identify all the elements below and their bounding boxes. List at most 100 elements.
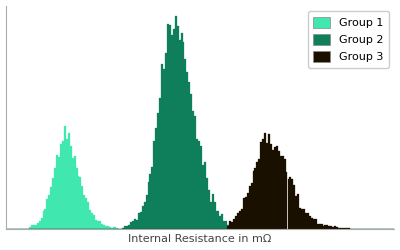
Bar bbox=[144, 202, 146, 229]
Bar bbox=[81, 186, 83, 229]
Bar bbox=[48, 195, 50, 229]
Bar bbox=[175, 16, 177, 229]
Bar bbox=[148, 182, 150, 229]
Bar bbox=[29, 227, 31, 229]
Bar bbox=[200, 146, 202, 229]
Bar bbox=[167, 24, 169, 229]
Bar bbox=[284, 159, 286, 229]
Bar bbox=[83, 195, 85, 229]
Bar bbox=[274, 147, 276, 229]
Bar bbox=[136, 220, 138, 229]
Bar bbox=[31, 225, 33, 229]
Bar bbox=[46, 199, 48, 229]
Bar bbox=[99, 221, 101, 229]
Bar bbox=[249, 186, 250, 229]
Bar bbox=[35, 224, 37, 229]
Bar bbox=[223, 221, 225, 229]
Bar bbox=[252, 171, 254, 229]
Bar bbox=[116, 228, 118, 229]
Bar bbox=[313, 220, 315, 229]
Bar bbox=[188, 82, 190, 229]
Bar bbox=[216, 212, 218, 229]
Bar bbox=[254, 168, 256, 229]
Bar bbox=[342, 228, 344, 229]
Bar bbox=[328, 226, 330, 229]
Bar bbox=[348, 228, 350, 229]
Bar bbox=[54, 168, 56, 229]
Bar bbox=[40, 218, 42, 229]
Bar bbox=[243, 227, 245, 229]
Bar bbox=[235, 225, 237, 229]
Bar bbox=[196, 139, 198, 229]
Bar bbox=[146, 195, 148, 229]
Bar bbox=[64, 126, 66, 229]
Bar bbox=[74, 156, 76, 229]
Bar bbox=[241, 209, 243, 229]
Bar bbox=[214, 202, 216, 229]
Bar bbox=[245, 196, 247, 229]
Bar bbox=[270, 144, 272, 229]
Bar bbox=[70, 146, 72, 229]
Bar bbox=[44, 209, 46, 229]
Bar bbox=[237, 227, 239, 229]
Bar bbox=[231, 222, 233, 229]
Bar bbox=[95, 220, 97, 229]
Bar bbox=[27, 228, 29, 229]
Bar bbox=[194, 116, 196, 229]
Bar bbox=[132, 221, 134, 229]
Bar bbox=[220, 216, 221, 229]
Bar bbox=[103, 225, 105, 229]
Bar bbox=[101, 224, 103, 229]
Bar bbox=[87, 202, 89, 229]
Bar bbox=[128, 225, 130, 229]
Bar bbox=[260, 142, 262, 229]
Bar bbox=[282, 156, 284, 229]
Bar bbox=[288, 178, 290, 229]
Bar bbox=[218, 211, 220, 229]
Bar bbox=[286, 172, 288, 229]
Bar bbox=[237, 213, 239, 229]
Bar bbox=[212, 194, 214, 229]
Bar bbox=[58, 157, 60, 229]
Bar bbox=[177, 26, 179, 229]
Bar bbox=[159, 98, 161, 229]
Bar bbox=[280, 156, 282, 229]
Bar bbox=[204, 162, 206, 229]
Bar bbox=[179, 40, 180, 229]
Bar bbox=[291, 178, 293, 229]
Bar bbox=[78, 176, 80, 229]
Bar bbox=[227, 225, 229, 229]
Bar bbox=[182, 42, 184, 229]
Bar bbox=[157, 113, 159, 229]
Bar bbox=[264, 133, 266, 229]
Bar bbox=[225, 221, 227, 229]
Bar bbox=[109, 227, 110, 229]
Bar bbox=[315, 220, 317, 229]
Bar bbox=[97, 221, 99, 229]
Bar bbox=[192, 112, 194, 229]
Bar bbox=[89, 210, 91, 229]
Bar bbox=[309, 216, 311, 229]
Bar bbox=[301, 209, 303, 229]
Bar bbox=[171, 35, 173, 229]
Bar bbox=[229, 221, 231, 229]
Bar bbox=[37, 224, 39, 229]
Bar bbox=[297, 194, 299, 229]
Bar bbox=[206, 178, 208, 229]
Bar bbox=[247, 227, 249, 229]
Bar bbox=[272, 150, 274, 229]
Bar bbox=[268, 134, 270, 229]
Bar bbox=[42, 210, 44, 229]
Bar bbox=[198, 141, 200, 229]
Bar bbox=[317, 224, 319, 229]
Bar bbox=[202, 166, 204, 229]
Bar bbox=[305, 213, 307, 229]
Bar bbox=[85, 198, 87, 229]
Bar bbox=[180, 33, 182, 229]
Bar bbox=[107, 226, 109, 229]
Bar bbox=[169, 25, 171, 229]
Bar bbox=[330, 226, 332, 229]
Bar bbox=[112, 227, 114, 229]
Bar bbox=[278, 151, 280, 229]
Bar bbox=[241, 228, 243, 229]
